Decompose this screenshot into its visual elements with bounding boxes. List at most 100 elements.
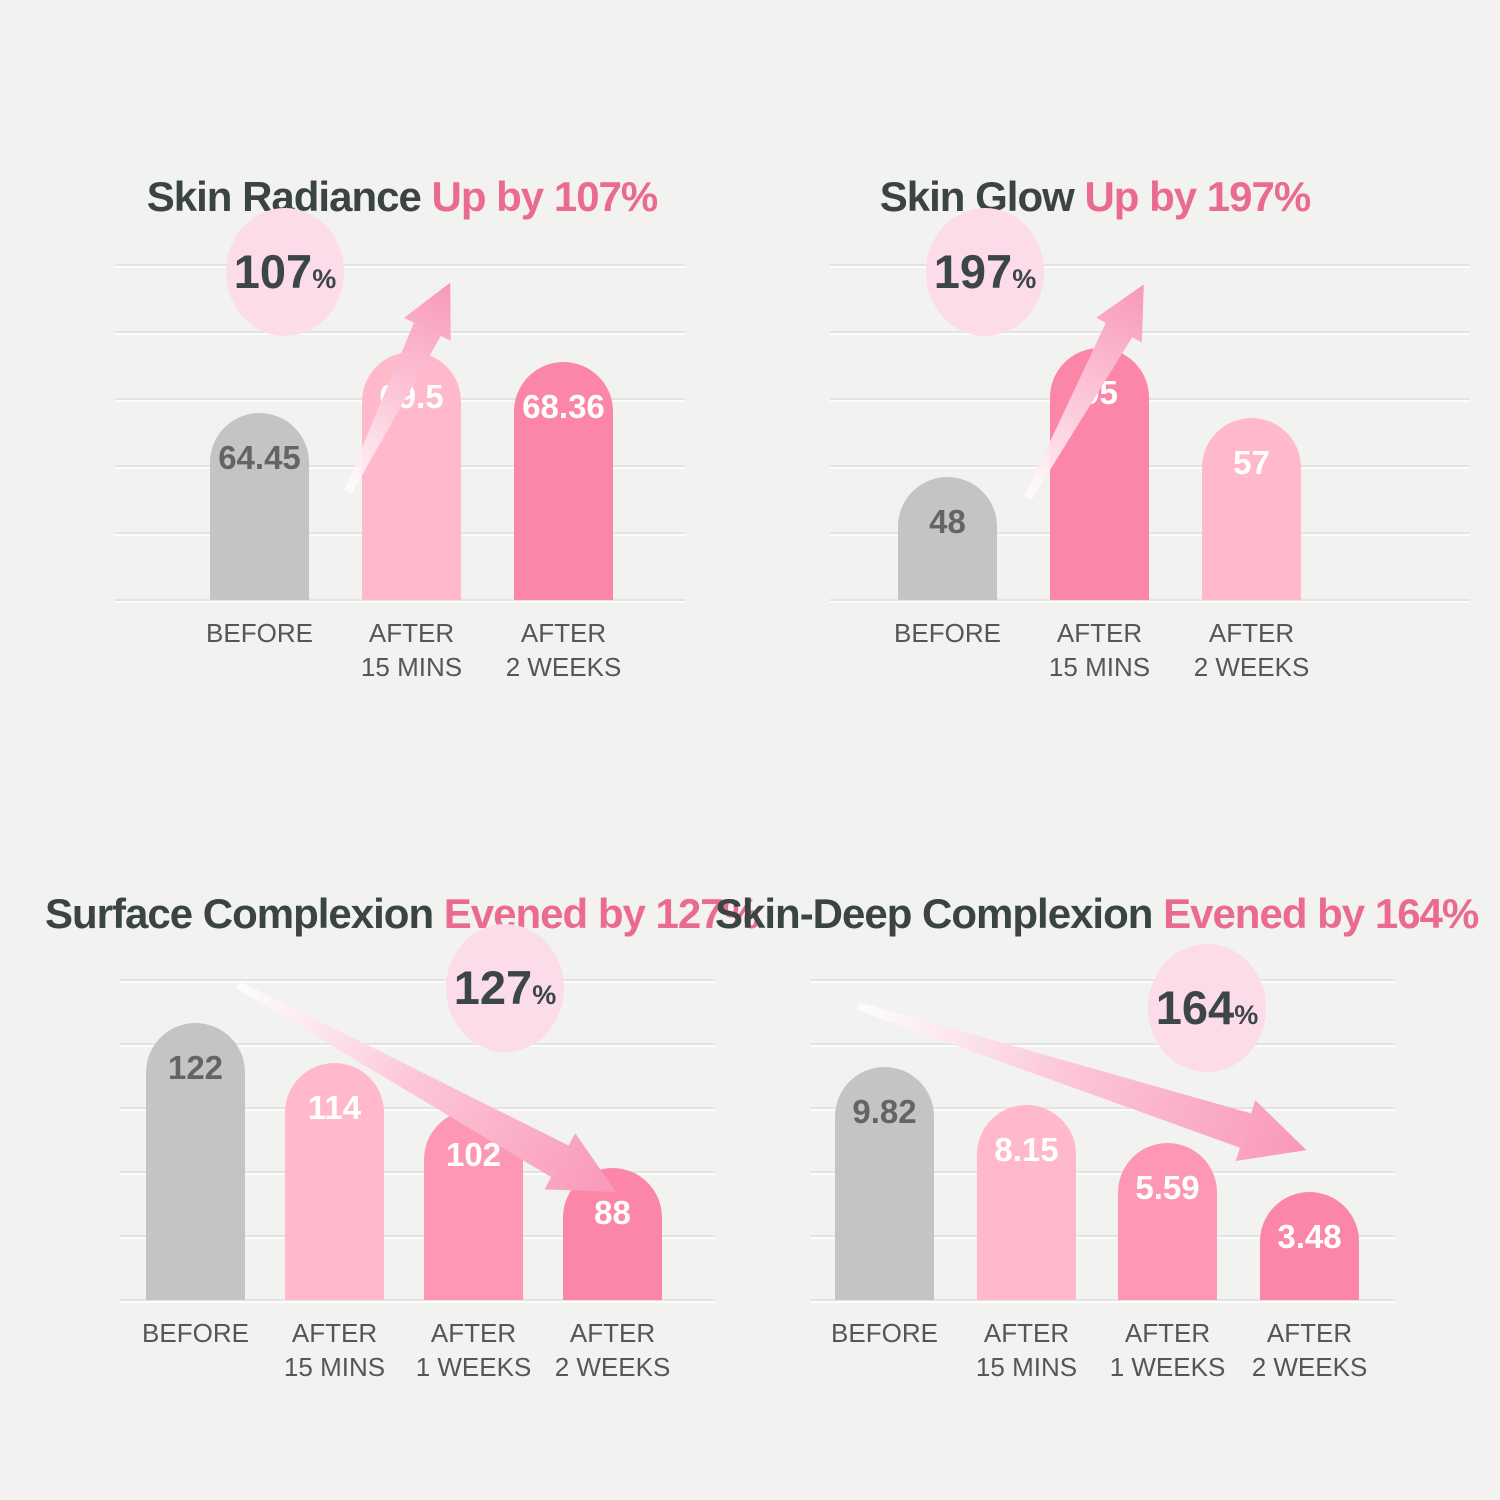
category-label-line: AFTER — [520, 618, 607, 648]
gridline — [120, 1171, 715, 1173]
category-label-line: 2 WEEKS — [1193, 652, 1310, 682]
chart-title: Skin Radiance Up by 107% — [22, 173, 782, 221]
bar-value-label: 68.36 — [522, 388, 605, 425]
bar-value-label: 102 — [445, 1136, 502, 1173]
bar-after-1-weeks: 5.59 — [1118, 1143, 1217, 1300]
bar-value-label: 48 — [929, 503, 966, 540]
category-label-line: 15 MINS — [360, 652, 463, 682]
gridline — [830, 465, 1470, 467]
gridline — [115, 264, 685, 266]
category-label: AFTER 15 MINS — [245, 1316, 425, 1384]
chart-title-main: Surface Complexion — [45, 889, 434, 937]
percent-badge: 107% — [226, 208, 344, 336]
bar-before: 64.45 — [210, 413, 309, 600]
category-label: AFTER 1 WEEKS — [384, 1316, 564, 1384]
category-label: AFTER 2 WEEKS — [1162, 616, 1342, 684]
category-label-line: AFTER — [569, 1318, 656, 1348]
percent-badge: 164% — [1148, 944, 1266, 1072]
chart-title-accent: Up by 107% — [431, 172, 659, 220]
bar-after-15-mins: 69.5 — [362, 352, 461, 600]
bar-after-2-weeks: 57 — [1202, 418, 1301, 600]
category-label-line: 15 MINS — [283, 1352, 386, 1382]
category-label-line: 1 WEEKS — [1109, 1352, 1226, 1382]
gridline — [810, 1043, 1395, 1045]
bar-value-label: 122 — [167, 1049, 224, 1086]
chart-title: Skin Glow Up by 197% — [715, 173, 1475, 221]
category-label-line: BEFORE — [206, 618, 313, 648]
up-trend-arrow-icon — [1024, 284, 1144, 500]
gridline — [810, 1299, 1395, 1301]
bar-before: 48 — [898, 477, 997, 600]
plot-area: 122 BEFORE 114 AFTER 15 MINS 102 AFTER 1 WEEKS 8… — [120, 979, 715, 1382]
category-label: BEFORE — [858, 616, 1038, 650]
gridline — [830, 264, 1470, 266]
percent-badge: 127% — [446, 924, 564, 1052]
plot-area: 48 BEFORE 95 AFTER 15 MINS 57 AFTER 2 WEEKS — [830, 264, 1470, 682]
bar-value-label: 69.5 — [379, 378, 444, 415]
badge-value: 107 — [233, 245, 313, 298]
category-label-line: 15 MINS — [1048, 652, 1151, 682]
gridline — [120, 979, 715, 981]
bar-value-label: 64.45 — [218, 439, 301, 476]
category-label-line: AFTER — [1056, 618, 1143, 648]
chart-title: Surface Complexion Evened by 127% — [22, 890, 782, 938]
bar-after-15-mins: 114 — [285, 1063, 384, 1300]
badge-value: 164 — [1155, 981, 1235, 1034]
badge-value: 127 — [453, 961, 533, 1014]
gridline — [115, 532, 685, 534]
gridline — [810, 979, 1395, 981]
gridline — [810, 1235, 1395, 1237]
category-label-line: AFTER — [983, 1318, 1070, 1348]
down-trend-arrow-icon — [236, 981, 617, 1193]
category-label: AFTER 2 WEEKS — [474, 616, 654, 684]
down-trend-arrow-icon — [856, 1002, 1307, 1162]
gridline — [830, 532, 1470, 534]
bar-before: 122 — [146, 1023, 245, 1300]
bar-value-label: 9.82 — [852, 1093, 917, 1130]
category-label-line: BEFORE — [142, 1318, 249, 1348]
chart-title-accent: Evened by 127% — [443, 889, 760, 937]
percent-badge: 197% — [926, 208, 1044, 336]
bar-value-label: 5.59 — [1135, 1169, 1200, 1206]
bar-before: 9.82 — [835, 1067, 934, 1300]
badge-percent-sign: % — [532, 980, 557, 1010]
chart-title-main: Skin Radiance — [146, 172, 422, 220]
plot-area: 64.45 BEFORE 69.5 AFTER 15 MINS 68.36 AFTER 2 W… — [115, 264, 685, 682]
gridline — [115, 599, 685, 601]
category-label: AFTER 15 MINS — [937, 1316, 1117, 1384]
category-label: BEFORE — [106, 1316, 286, 1350]
category-label-line: AFTER — [430, 1318, 517, 1348]
bar-after-1-weeks: 102 — [424, 1110, 523, 1300]
up-trend-arrow-icon — [344, 282, 451, 494]
category-label: AFTER 1 WEEKS — [1078, 1316, 1258, 1384]
category-label-line: AFTER — [368, 618, 455, 648]
category-label: AFTER 2 WEEKS — [1220, 1316, 1400, 1384]
chart-title-main: Skin Glow — [879, 172, 1075, 220]
bar-after-2-weeks: 88 — [563, 1168, 662, 1300]
bar-after-15-mins: 95 — [1050, 348, 1149, 600]
chart-title-accent: Up by 197% — [1084, 172, 1311, 220]
bar-value-label: 3.48 — [1277, 1218, 1342, 1255]
category-label-line: 2 WEEKS — [554, 1352, 671, 1382]
category-label-line: BEFORE — [831, 1318, 938, 1348]
bar-after-2-weeks: 3.48 — [1260, 1192, 1359, 1300]
category-label-line: AFTER — [291, 1318, 378, 1348]
badge-percent-sign: % — [1012, 264, 1037, 294]
category-label-line: AFTER — [1208, 618, 1295, 648]
bar-after-15-mins: 8.15 — [977, 1105, 1076, 1300]
gridline — [120, 1107, 715, 1109]
bar-value-label: 57 — [1233, 444, 1270, 481]
gridline — [120, 1043, 715, 1045]
category-label: BEFORE — [170, 616, 350, 650]
category-label-line: AFTER — [1124, 1318, 1211, 1348]
badge-value: 197 — [933, 245, 1013, 298]
gridline — [120, 1299, 715, 1301]
category-label: AFTER 2 WEEKS — [523, 1316, 703, 1384]
category-label-line: 2 WEEKS — [505, 652, 622, 682]
bar-value-label: 8.15 — [994, 1131, 1059, 1168]
gridline — [115, 465, 685, 467]
